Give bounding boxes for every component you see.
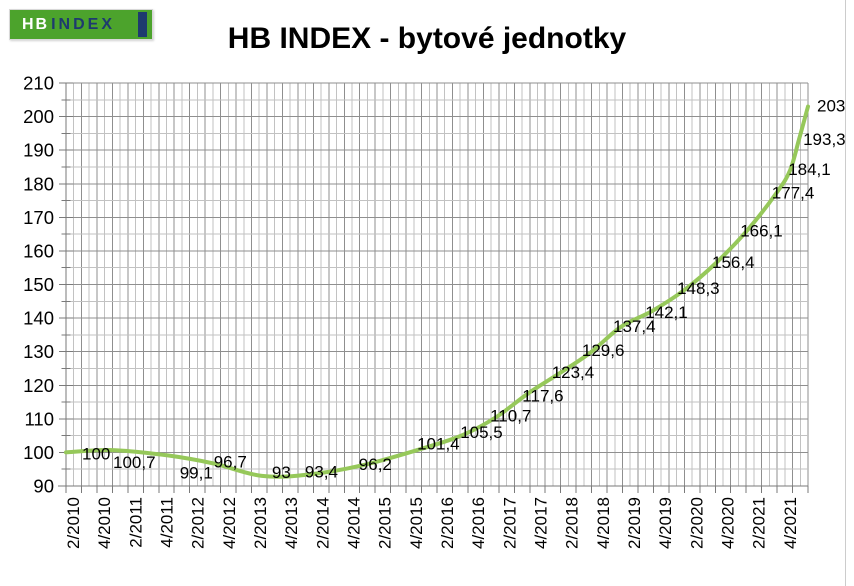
y-tick-label: 100	[23, 442, 54, 463]
x-tick-label: 4/2016	[469, 497, 488, 549]
index-curve	[64, 104, 810, 479]
axis-ticks	[59, 82, 809, 493]
y-tick-label: 90	[33, 476, 54, 497]
data-label: 148,3	[677, 279, 720, 298]
x-tick-label: 4/2021	[781, 497, 800, 549]
data-label: 166,1	[740, 221, 783, 240]
data-label: 100	[82, 444, 110, 463]
data-label: 101,4	[417, 435, 460, 454]
logo-hb-text: HB	[22, 15, 50, 33]
y-tick-label: 130	[23, 341, 54, 362]
data-label: 110,7	[490, 407, 531, 426]
x-tick-label: 2/2013	[251, 497, 270, 549]
x-tick-label: 4/2011	[158, 497, 177, 548]
data-label: 117,6	[522, 386, 563, 405]
y-tick-label: 200	[23, 106, 54, 127]
x-tick-label: 2/2012	[189, 497, 208, 549]
y-tick-label: 110	[25, 408, 55, 429]
x-tick-label: 2/2017	[500, 497, 519, 549]
x-tick-label: 2/2011	[126, 497, 145, 548]
data-label: 96,2	[359, 455, 392, 474]
x-tick-label: 2/2010	[64, 497, 83, 549]
hb-index-logo: HB INDEX	[9, 9, 153, 40]
x-tick-label: 4/2013	[282, 497, 301, 549]
data-label: 203	[817, 97, 845, 116]
x-tick-label: 2/2019	[625, 497, 644, 549]
x-tick-label: 4/2012	[220, 497, 239, 549]
data-label: 156,4	[712, 253, 755, 272]
data-label: 184,1	[788, 160, 831, 179]
y-tick-label: 170	[23, 207, 54, 228]
chart-title: HB INDEX - bytové jednotky	[227, 22, 627, 55]
data-label: 93	[272, 463, 291, 482]
x-tick-label: 4/2015	[407, 497, 426, 549]
data-label: 193,3	[803, 130, 846, 149]
logo-accent-bar	[138, 12, 147, 37]
data-label: 137,4	[613, 317, 656, 336]
data-label: 99,1	[180, 463, 213, 482]
y-tick-label: 180	[23, 173, 54, 194]
x-tick-labels: 2/2010 4/2010 2/2011 4/2011 2/2012 4/2012 2/20…	[64, 497, 800, 549]
x-tick-label: 4/2020	[719, 497, 738, 549]
x-tick-label: 2/2016	[438, 497, 457, 549]
data-label: 96,7	[214, 453, 247, 472]
y-tick-label: 140	[23, 308, 54, 329]
y-tick-labels: 210 200 190 180 170 160 150 140 130 120 110 100 90	[23, 73, 54, 497]
x-tick-label: 2/2015	[376, 497, 395, 549]
x-tick-label: 4/2018	[594, 497, 613, 549]
data-label: 177,4	[772, 184, 815, 203]
grid	[65, 82, 809, 487]
x-tick-label: 4/2019	[656, 497, 675, 549]
x-tick-label: 4/2014	[345, 497, 364, 549]
y-tick-label: 160	[23, 240, 54, 261]
x-tick-label: 2/2021	[750, 497, 769, 549]
window-right-edge	[845, 0, 846, 586]
data-label: 105,5	[460, 423, 503, 442]
data-label: 142,1	[645, 303, 688, 322]
y-tick-label: 120	[23, 375, 54, 396]
data-label: 93,4	[305, 463, 338, 482]
data-label: 100,7	[113, 453, 156, 472]
data-label: 129,6	[582, 341, 625, 360]
logo-index-text: INDEX	[51, 15, 116, 33]
x-tick-label: 4/2017	[532, 497, 551, 549]
x-tick-label: 4/2010	[95, 497, 114, 549]
data-label: 123,4	[552, 363, 595, 382]
x-tick-label: 2/2014	[313, 497, 332, 549]
data-labels: 100 100,7 99,196,7 93 93,4 96,2 101,4105,5110,…	[82, 97, 846, 483]
x-tick-label: 2/2020	[687, 497, 706, 549]
x-tick-label: 2/2018	[563, 497, 582, 549]
y-tick-label: 190	[23, 140, 54, 161]
y-tick-label: 150	[23, 274, 54, 295]
y-tick-label: 210	[23, 73, 54, 94]
